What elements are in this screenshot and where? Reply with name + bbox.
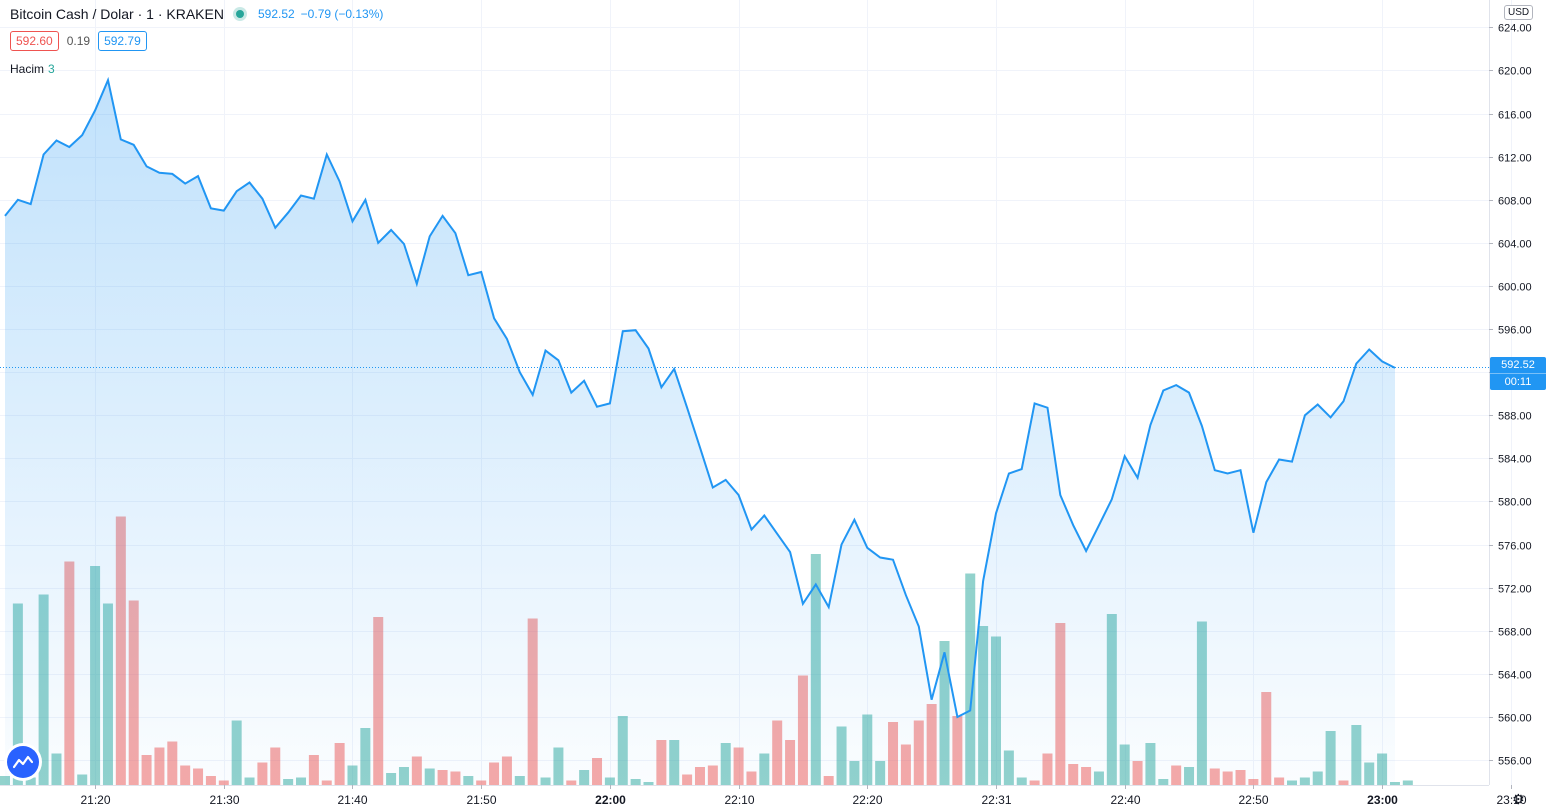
time-tick-label: 22:50 bbox=[1238, 793, 1268, 807]
price-tick-label: 616.00 bbox=[1498, 110, 1532, 122]
volume-value: 3 bbox=[48, 62, 55, 76]
price-tick-label: 556.00 bbox=[1498, 756, 1532, 768]
time-tick-label: 22:20 bbox=[852, 793, 882, 807]
current-price-label: 592.52 bbox=[1501, 359, 1535, 371]
time-tick-label: 21:50 bbox=[466, 793, 496, 807]
price-tick-label: 612.00 bbox=[1498, 153, 1532, 165]
time-tick-label: 22:40 bbox=[1110, 793, 1140, 807]
price-tick-label: 580.00 bbox=[1498, 497, 1532, 509]
time-tick-label: 21:30 bbox=[209, 793, 239, 807]
current-price-tag: 592.52 00:11 bbox=[1490, 357, 1546, 390]
volume-bar bbox=[965, 573, 976, 785]
time-tick-label: 21:20 bbox=[80, 793, 110, 807]
quote-panel: 592.60 0.19 592.79 bbox=[10, 31, 147, 51]
price-tick-label: 624.00 bbox=[1498, 23, 1532, 35]
price-line bbox=[4, 76, 1396, 719]
price-area bbox=[5, 80, 1395, 785]
time-tick-label: 22:31 bbox=[981, 793, 1011, 807]
price-tick-label: 576.00 bbox=[1498, 541, 1532, 553]
volume-legend[interactable]: Hacim 3 bbox=[10, 62, 55, 76]
symbol-title[interactable]: Bitcoin Cash / Dolar · 1 · KRAKEN bbox=[10, 6, 224, 22]
ask-button[interactable]: 592.79 bbox=[98, 31, 147, 51]
price-tick-label: 560.00 bbox=[1498, 713, 1532, 725]
price-tick-label: 572.00 bbox=[1498, 584, 1532, 596]
last-price: 592.52 bbox=[257, 7, 295, 21]
time-axis[interactable]: 21:20 21:30 21:40 21:50 22:00 22:10 22:20 22:31… bbox=[0, 785, 1527, 807]
price-tick-label: 604.00 bbox=[1498, 239, 1532, 251]
time-tick-label: 22:10 bbox=[724, 793, 754, 807]
price-tick-label: 620.00 bbox=[1498, 66, 1532, 78]
currency-badge[interactable]: USD bbox=[1504, 5, 1534, 20]
market-status-icon bbox=[235, 10, 244, 18]
time-tick-label: 22:00 bbox=[595, 793, 626, 807]
price-tick-label: 588.00 bbox=[1498, 411, 1532, 423]
bid-button[interactable]: 592.60 bbox=[10, 31, 59, 51]
spread-value: 0.19 bbox=[66, 34, 91, 48]
volume-bar bbox=[1402, 780, 1413, 785]
time-tick-label: 23:00 bbox=[1367, 793, 1398, 807]
price-change: −0.79 (−0.13%) bbox=[300, 7, 384, 21]
settings-icon[interactable]: ⚙ bbox=[1512, 791, 1525, 807]
price-tick-label: 564.00 bbox=[1498, 670, 1532, 682]
bar-countdown: 00:11 bbox=[1490, 373, 1546, 390]
symbol-legend: Bitcoin Cash / Dolar · 1 · KRAKEN 592.52… bbox=[10, 6, 383, 22]
price-tick-label: 584.00 bbox=[1498, 454, 1532, 466]
price-tick-label: 608.00 bbox=[1498, 196, 1532, 208]
price-tick-label: 600.00 bbox=[1498, 282, 1532, 294]
price-tick-label: 568.00 bbox=[1498, 627, 1532, 639]
tradingview-logo[interactable] bbox=[7, 746, 39, 778]
price-axis[interactable]: 556.00 560.00 564.00 568.00 572.00 576.00 580.… bbox=[1489, 0, 1532, 785]
time-tick-label: 21:40 bbox=[337, 793, 367, 807]
logo-chart-icon bbox=[13, 755, 33, 769]
price-tick-label: 596.00 bbox=[1498, 325, 1532, 337]
volume-label: Hacim bbox=[10, 62, 45, 76]
time-tick-label: 23:10 bbox=[1496, 793, 1526, 807]
